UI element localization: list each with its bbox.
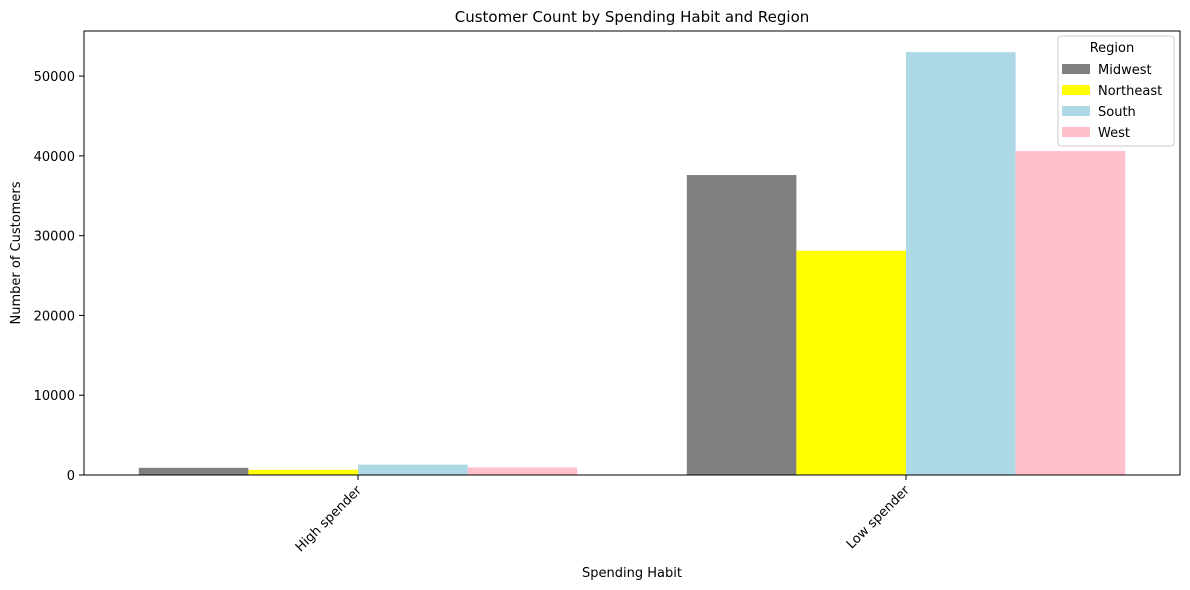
y-tick-label: 40000 (34, 150, 75, 165)
bar-south-1 (906, 52, 1016, 476)
legend-swatch-west (1062, 127, 1090, 137)
legend-label-midwest: Midwest (1098, 63, 1152, 78)
legend-swatch-south (1062, 106, 1090, 116)
y-tick-label: 50000 (34, 70, 75, 85)
bar-midwest-0 (138, 467, 249, 475)
y-axis: 0 10000 20000 30000 40000 50000 (34, 70, 84, 484)
bar-south-0 (358, 464, 468, 475)
bar-northeast-0 (248, 469, 358, 475)
bar-midwest-1 (686, 175, 797, 475)
bar-west-0 (467, 467, 578, 475)
bars-group (138, 52, 1126, 476)
bar-west-1 (1015, 151, 1126, 475)
x-tick-label: Low spender (844, 483, 913, 552)
y-tick-label: 30000 (34, 230, 75, 245)
bar-northeast-1 (796, 250, 906, 475)
legend: Region Midwest Northeast South West (1057, 35, 1175, 147)
legend-label-northeast: Northeast (1098, 84, 1162, 99)
x-tick-label: High spender (293, 483, 365, 555)
legend-label-west: West (1098, 126, 1130, 141)
legend-title: Region (1090, 41, 1135, 56)
legend-box (1057, 35, 1175, 147)
legend-swatch-northeast (1062, 85, 1090, 95)
chart-title: Customer Count by Spending Habit and Reg… (455, 8, 810, 26)
x-axis-label: Spending Habit (582, 566, 682, 581)
plot-frame (83, 30, 1181, 476)
legend-swatch-midwest (1062, 64, 1090, 74)
x-axis: High spender Low spender (293, 475, 913, 555)
legend-label-south: South (1098, 105, 1136, 120)
y-tick-label: 0 (67, 469, 75, 484)
y-tick-label: 20000 (34, 309, 75, 324)
y-axis-label: Number of Customers (9, 181, 24, 324)
y-tick-label: 10000 (34, 389, 75, 404)
